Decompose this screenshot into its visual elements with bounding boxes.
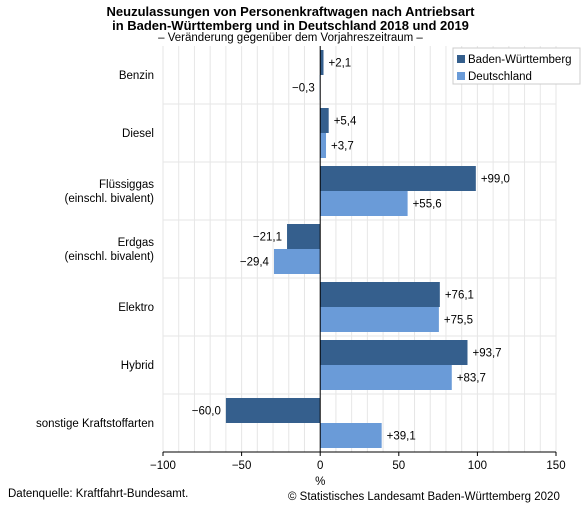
data-label-baden-wuerttemberg: −21,1 — [253, 232, 282, 244]
data-label-deutschland: −0,3 — [292, 83, 315, 95]
bar-baden-wuerttemberg — [320, 282, 440, 307]
category-label: sonstige Kraftstoffarten — [36, 418, 154, 430]
bar-baden-wuerttemberg — [225, 398, 321, 423]
bar-baden-wuerttemberg — [320, 340, 468, 365]
category-label: Diesel — [122, 128, 154, 140]
x-axis-label: % — [315, 476, 325, 488]
bar-baden-wuerttemberg — [320, 166, 476, 191]
category-label: (einschl. bivalent) — [65, 193, 155, 205]
category-label: Erdgas — [118, 237, 155, 249]
chart-title-line-2: in Baden-Württemberg und in Deutschland … — [112, 18, 469, 33]
bar-deutschland — [320, 365, 452, 390]
chart-subtitle: – Veränderung gegenüber dem Vorjahreszei… — [158, 32, 423, 44]
bar-baden-wuerttemberg — [287, 224, 321, 249]
data-label-deutschland: +3,7 — [331, 141, 354, 153]
bar-deutschland — [320, 423, 382, 448]
bar-baden-wuerttemberg — [320, 108, 329, 133]
category-label: Elektro — [118, 302, 154, 314]
bar-deutschland — [320, 191, 408, 216]
category-label: Flüssiggas — [99, 179, 154, 191]
data-label-baden-wuerttemberg: +2,1 — [329, 58, 352, 70]
legend-swatch-deutschland — [457, 72, 465, 80]
bar-deutschland — [273, 249, 321, 274]
x-tick-label: 0 — [317, 460, 323, 472]
x-tick-label: 150 — [546, 460, 565, 472]
bar-baden-wuerttemberg — [320, 50, 324, 75]
category-label: Benzin — [119, 70, 154, 82]
bar-deutschland — [320, 307, 439, 332]
data-label-deutschland: +39,1 — [387, 431, 416, 443]
x-tick-label: 100 — [468, 460, 487, 472]
data-label-deutschland: +55,6 — [413, 199, 442, 211]
category-label: (einschl. bivalent) — [65, 251, 155, 263]
legend-label-deutschland: Deutschland — [468, 71, 532, 83]
chart-title-line-1: Neuzulassungen von Personenkraftwagen na… — [106, 4, 475, 19]
data-label-baden-wuerttemberg: +99,0 — [481, 174, 510, 186]
data-label-baden-wuerttemberg: −60,0 — [192, 406, 221, 418]
data-label-baden-wuerttemberg: +5,4 — [334, 116, 357, 128]
category-label: Hybrid — [121, 360, 154, 372]
x-tick-label: −50 — [232, 460, 252, 472]
data-label-baden-wuerttemberg: +76,1 — [445, 290, 474, 302]
x-tick-label: 50 — [392, 460, 405, 472]
data-label-deutschland: +75,5 — [444, 315, 473, 327]
x-tick-label: −100 — [150, 460, 176, 472]
data-label-baden-wuerttemberg: +93,7 — [472, 348, 501, 360]
bar-deutschland — [320, 133, 327, 158]
data-label-deutschland: +83,7 — [457, 373, 486, 385]
copyright-note: © Statistisches Landesamt Baden-Württemb… — [288, 491, 560, 503]
legend-label-baden-wuerttemberg: Baden-Württemberg — [468, 54, 572, 66]
legend-box — [452, 47, 581, 85]
legend-swatch-baden-wuerttemberg — [457, 55, 465, 63]
data-label-deutschland: −29,4 — [240, 257, 270, 269]
source-note: Datenquelle: Kraftfahrt-Bundesamt. — [8, 488, 189, 500]
